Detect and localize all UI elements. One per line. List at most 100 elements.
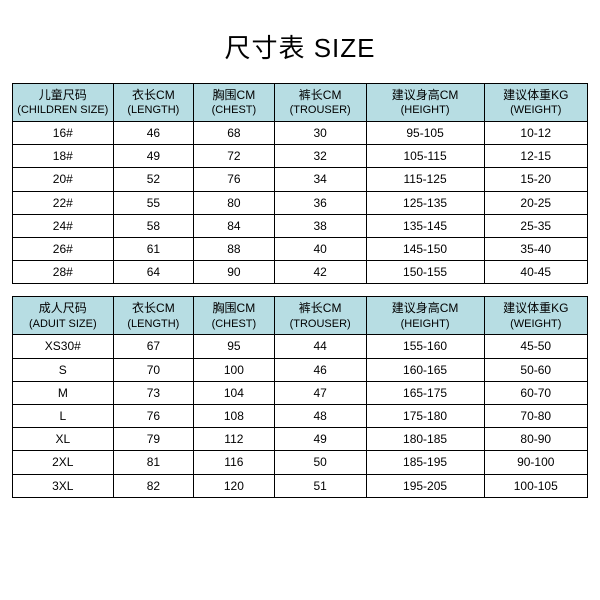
cell: 76 — [194, 168, 275, 191]
cell: 20# — [13, 168, 114, 191]
cell: 175-180 — [366, 404, 484, 427]
adult-header-row: 成人尺码 (ADUIT SIZE) 衣长CM (LENGTH) 胸围CM (CH… — [13, 297, 588, 335]
cell: 185-195 — [366, 451, 484, 474]
table-row: 24#588438135-14525-35 — [13, 214, 588, 237]
adult-header-cell: 胸围CM (CHEST) — [194, 297, 275, 335]
cell: 28# — [13, 261, 114, 284]
children-header-cell: 胸围CM (CHEST) — [194, 84, 275, 122]
table-row: S7010046160-16550-60 — [13, 358, 588, 381]
cell: 35-40 — [484, 237, 588, 260]
cell: 44 — [274, 335, 366, 358]
cell: 100-105 — [484, 474, 588, 497]
spacer-row — [13, 284, 588, 297]
cell: 120 — [194, 474, 275, 497]
children-header-cell: 裤长CM (TROUSER) — [274, 84, 366, 122]
cell: 73 — [113, 381, 194, 404]
cell: 80 — [194, 191, 275, 214]
header-sub: (HEIGHT) — [369, 317, 482, 332]
header-top: 衣长CM — [132, 301, 175, 315]
header-sub: (WEIGHT) — [487, 317, 586, 332]
adult-header-cell: 衣长CM (LENGTH) — [113, 297, 194, 335]
header-sub: (TROUSER) — [277, 317, 364, 332]
cell: 150-155 — [366, 261, 484, 284]
cell: 165-175 — [366, 381, 484, 404]
cell: 50 — [274, 451, 366, 474]
cell: 60-70 — [484, 381, 588, 404]
cell: 90 — [194, 261, 275, 284]
cell: 115-125 — [366, 168, 484, 191]
cell: 36 — [274, 191, 366, 214]
header-top: 胸围CM — [213, 301, 256, 315]
cell: 95-105 — [366, 122, 484, 145]
table-row: 28#649042150-15540-45 — [13, 261, 588, 284]
cell: 108 — [194, 404, 275, 427]
header-sub: (HEIGHT) — [369, 103, 482, 118]
adult-header-cell: 成人尺码 (ADUIT SIZE) — [13, 297, 114, 335]
header-sub: (CHEST) — [196, 317, 272, 332]
cell: 22# — [13, 191, 114, 214]
header-top: 建议体重KG — [503, 88, 568, 102]
header-top: 胸围CM — [213, 88, 256, 102]
cell: 81 — [113, 451, 194, 474]
table-row: 16#46683095-10510-12 — [13, 122, 588, 145]
cell: 10-12 — [484, 122, 588, 145]
cell: 48 — [274, 404, 366, 427]
table-row: 18#497232105-11512-15 — [13, 145, 588, 168]
header-top: 衣长CM — [132, 88, 175, 102]
cell: 24# — [13, 214, 114, 237]
header-sub: (ADUIT SIZE) — [15, 317, 111, 332]
cell: 49 — [274, 428, 366, 451]
cell: 90-100 — [484, 451, 588, 474]
cell: 61 — [113, 237, 194, 260]
cell: XL — [13, 428, 114, 451]
header-sub: (CHEST) — [196, 103, 272, 118]
cell: 30 — [274, 122, 366, 145]
cell: 58 — [113, 214, 194, 237]
children-header-row: 儿童尺码 (CHILDREN SIZE) 衣长CM (LENGTH) 胸围CM … — [13, 84, 588, 122]
cell: 72 — [194, 145, 275, 168]
cell: 47 — [274, 381, 366, 404]
cell: 40 — [274, 237, 366, 260]
cell: 160-165 — [366, 358, 484, 381]
cell: 12-15 — [484, 145, 588, 168]
cell: 3XL — [13, 474, 114, 497]
cell: 64 — [113, 261, 194, 284]
cell: 135-145 — [366, 214, 484, 237]
header-top: 成人尺码 — [39, 301, 87, 315]
cell: 95 — [194, 335, 275, 358]
cell: 15-20 — [484, 168, 588, 191]
size-chart-title: 尺寸表 SIZE — [12, 28, 588, 65]
children-header-cell: 衣长CM (LENGTH) — [113, 84, 194, 122]
table-row: 3XL8212051195-205100-105 — [13, 474, 588, 497]
header-sub: (TROUSER) — [277, 103, 364, 118]
cell: 70 — [113, 358, 194, 381]
adult-header-cell: 建议体重KG (WEIGHT) — [484, 297, 588, 335]
cell: 80-90 — [484, 428, 588, 451]
table-row: XS30#679544155-16045-50 — [13, 335, 588, 358]
cell: 26# — [13, 237, 114, 260]
header-sub: (LENGTH) — [116, 103, 192, 118]
cell: 20-25 — [484, 191, 588, 214]
header-top: 建议身高CM — [392, 301, 459, 315]
cell: 32 — [274, 145, 366, 168]
cell: M — [13, 381, 114, 404]
cell: 16# — [13, 122, 114, 145]
cell: 67 — [113, 335, 194, 358]
header-sub: (CHILDREN SIZE) — [15, 103, 111, 118]
cell: 104 — [194, 381, 275, 404]
cell: 18# — [13, 145, 114, 168]
adult-header-cell: 建议身高CM (HEIGHT) — [366, 297, 484, 335]
adult-header-cell: 裤长CM (TROUSER) — [274, 297, 366, 335]
header-top: 建议身高CM — [392, 88, 459, 102]
header-sub: (LENGTH) — [116, 317, 192, 332]
children-header-cell: 儿童尺码 (CHILDREN SIZE) — [13, 84, 114, 122]
table-row: XL7911249180-18580-90 — [13, 428, 588, 451]
cell: 38 — [274, 214, 366, 237]
table-row: 22#558036125-13520-25 — [13, 191, 588, 214]
cell: 68 — [194, 122, 275, 145]
cell: 82 — [113, 474, 194, 497]
header-top: 儿童尺码 — [39, 88, 87, 102]
cell: 100 — [194, 358, 275, 381]
cell: 55 — [113, 191, 194, 214]
cell: 195-205 — [366, 474, 484, 497]
